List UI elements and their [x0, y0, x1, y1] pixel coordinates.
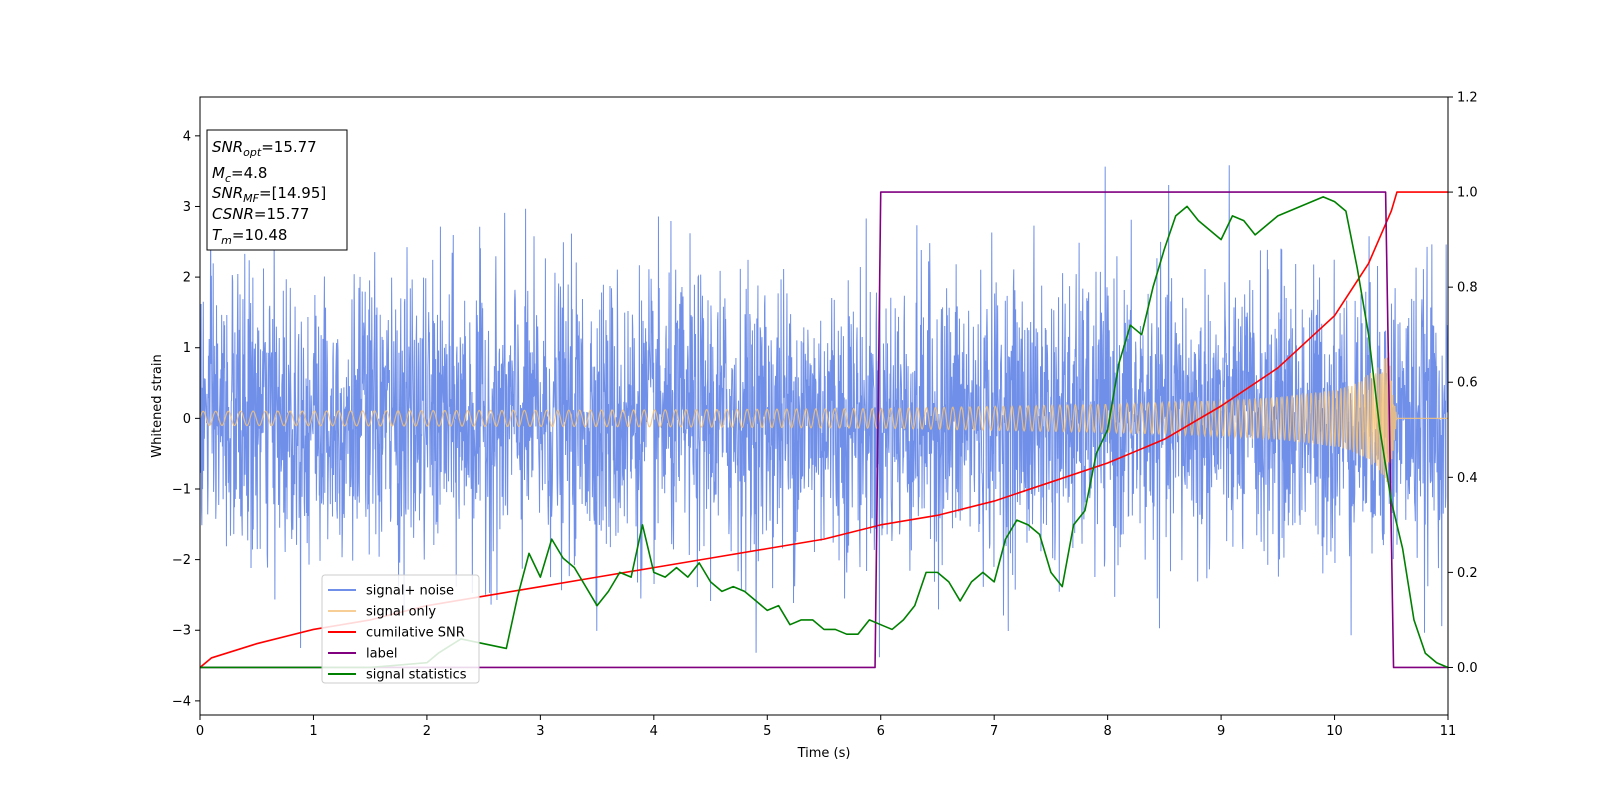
- legend-item: signal+ noise: [328, 584, 454, 599]
- y-axis-right: 0.0 0.2 0.4 0.6 0.8 1.0 1.2: [1448, 91, 1478, 676]
- y2-tick-label: 0.8: [1457, 281, 1478, 296]
- series-signal-statistics: [200, 196, 1448, 669]
- legend: signal+ noise signal only cumilative SNR la…: [321, 574, 480, 684]
- x-tick-label: 4: [650, 724, 658, 739]
- x-axis-label: Time (s): [797, 746, 851, 761]
- legend-label: cumilative SNR: [366, 626, 465, 641]
- annotation-chirp-mass: Mc=4.8: [212, 164, 267, 185]
- y2-tick-label: 0.2: [1457, 566, 1478, 581]
- y-tick-label: −1: [172, 482, 191, 497]
- y2-tick-label: 0.0: [1457, 661, 1478, 676]
- legend-label: signal+ noise: [366, 584, 454, 599]
- legend-label: signal statistics: [366, 668, 467, 683]
- y-axis-label: Whitened strain: [150, 354, 165, 457]
- annotation-merger-time: Tm=10.48: [212, 226, 287, 247]
- y-tick-label: 3: [183, 200, 191, 215]
- series-signal-noise: [200, 165, 1448, 658]
- y2-tick-label: 1.0: [1457, 186, 1478, 201]
- y2-tick-label: 0.4: [1457, 471, 1478, 486]
- y-tick-label: −2: [172, 553, 191, 568]
- y-axis-left: −4 −3 −2 −1 0 1 2 3 4: [172, 129, 200, 709]
- y-tick-label: 2: [183, 271, 191, 286]
- x-tick-label: 2: [423, 724, 431, 739]
- x-tick-label: 8: [1103, 724, 1111, 739]
- legend-label: label: [366, 647, 397, 662]
- x-tick-label: 10: [1326, 724, 1343, 739]
- plot-frame: [199, 96, 1449, 716]
- y-tick-label: −4: [172, 694, 191, 709]
- x-tick-label: 6: [877, 724, 885, 739]
- x-tick-label: 1: [309, 724, 317, 739]
- legend-item: cumilative SNR: [328, 626, 465, 641]
- y2-tick-label: 1.2: [1457, 91, 1478, 106]
- annotation-box: SNRopt=15.77 Mc=4.8 SNRMF=[14.95] CSNR=1…: [206, 129, 348, 251]
- y-tick-label: 4: [183, 129, 191, 144]
- y-tick-label: 0: [183, 412, 191, 427]
- y-tick-label: 1: [183, 341, 191, 356]
- legend-item: signal only: [328, 605, 436, 620]
- legend-item: signal statistics: [328, 668, 467, 683]
- x-axis: 0 1 2 3 4 5 6 7 8 9 10 11: [196, 715, 1456, 739]
- annotation-snr-mf: SNRMF=[14.95]: [212, 184, 326, 205]
- x-tick-label: 5: [763, 724, 771, 739]
- series-signal-only: [200, 352, 1448, 482]
- legend-item: label: [328, 647, 397, 662]
- annotation-snr-opt: SNRopt=15.77: [212, 138, 317, 159]
- series-label: [200, 191, 1448, 669]
- y-tick-label: −3: [172, 624, 191, 639]
- x-tick-label: 9: [1217, 724, 1225, 739]
- x-tick-label: 11: [1440, 724, 1457, 739]
- x-tick-label: 0: [196, 724, 204, 739]
- legend-label: signal only: [366, 605, 436, 620]
- annotation-csnr: CSNR=15.77: [212, 205, 309, 223]
- x-tick-label: 3: [536, 724, 544, 739]
- x-tick-label: 7: [990, 724, 998, 739]
- y2-tick-label: 0.6: [1457, 376, 1478, 391]
